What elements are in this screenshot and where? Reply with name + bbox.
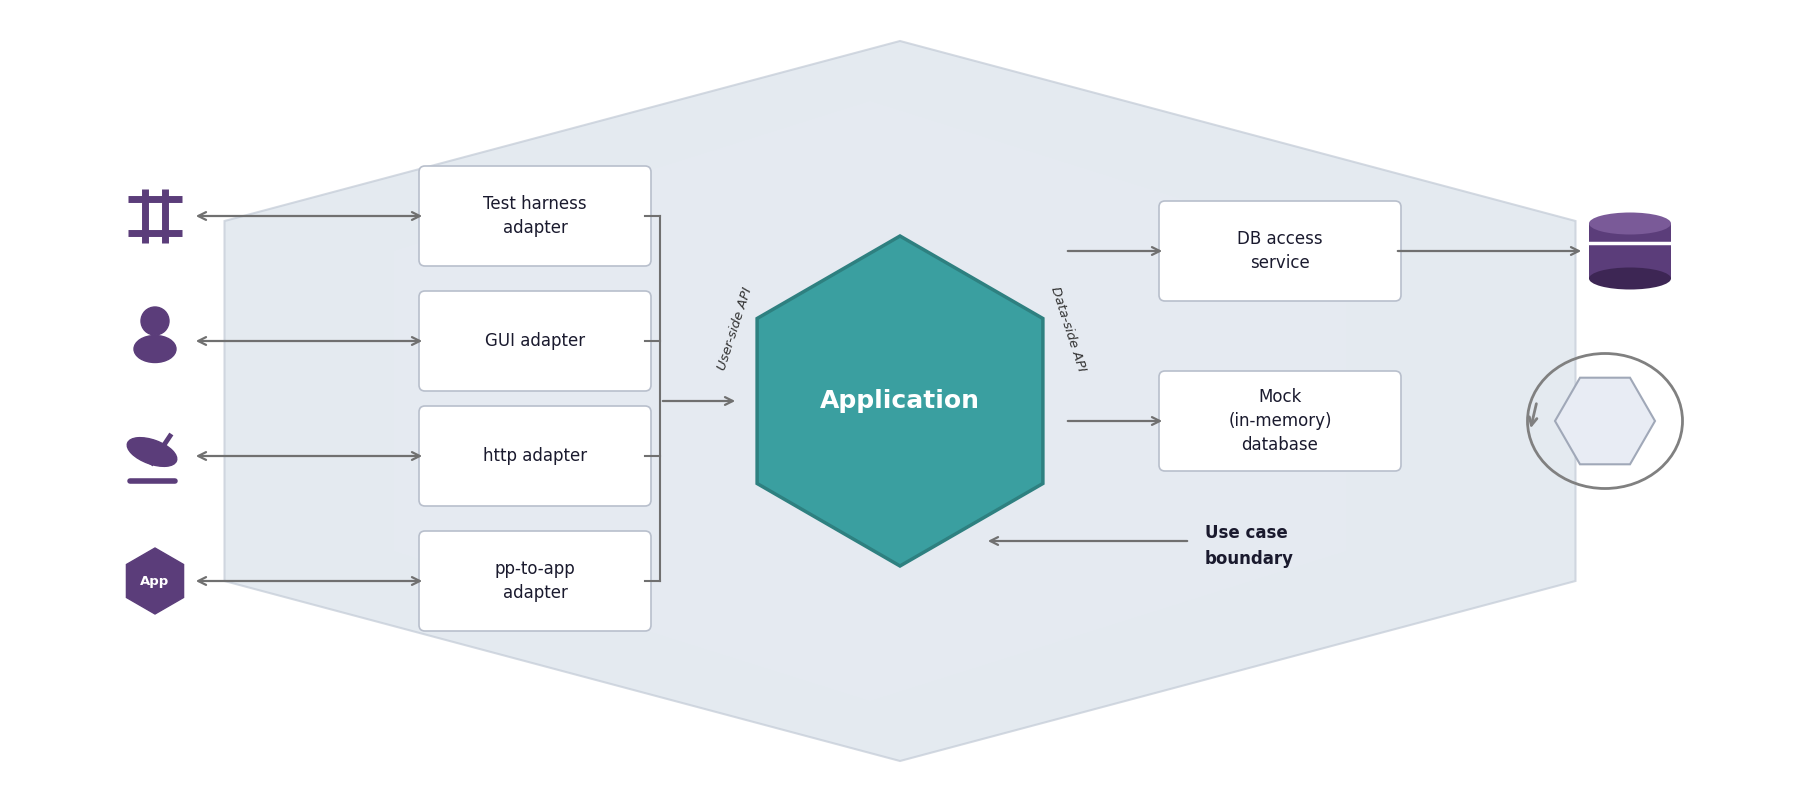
Ellipse shape	[128, 437, 176, 466]
Polygon shape	[394, 101, 1346, 701]
FancyBboxPatch shape	[419, 406, 652, 506]
Polygon shape	[225, 41, 1575, 761]
FancyBboxPatch shape	[1589, 223, 1670, 279]
Text: DB access
service: DB access service	[1237, 230, 1323, 272]
Text: Test harness
adapter: Test harness adapter	[482, 195, 587, 237]
Polygon shape	[758, 236, 1042, 566]
FancyBboxPatch shape	[419, 166, 652, 266]
Text: Data-side API: Data-side API	[1048, 285, 1087, 373]
FancyBboxPatch shape	[419, 531, 652, 631]
Text: App: App	[140, 574, 169, 587]
Ellipse shape	[1589, 268, 1670, 289]
Text: Mock
(in-memory)
database: Mock (in-memory) database	[1228, 388, 1332, 453]
Text: User-side API: User-side API	[715, 286, 754, 372]
Text: pp-to-app
adapter: pp-to-app adapter	[495, 560, 576, 602]
FancyBboxPatch shape	[1159, 201, 1400, 301]
Text: Application: Application	[821, 389, 979, 413]
FancyBboxPatch shape	[1159, 371, 1400, 471]
Text: Use case
boundary: Use case boundary	[1204, 525, 1294, 567]
Text: http adapter: http adapter	[482, 447, 587, 465]
Circle shape	[140, 307, 169, 335]
Polygon shape	[126, 548, 184, 614]
Polygon shape	[1555, 378, 1654, 465]
Ellipse shape	[1589, 212, 1670, 235]
Ellipse shape	[133, 336, 176, 363]
Text: GUI adapter: GUI adapter	[484, 332, 585, 350]
FancyBboxPatch shape	[419, 291, 652, 391]
